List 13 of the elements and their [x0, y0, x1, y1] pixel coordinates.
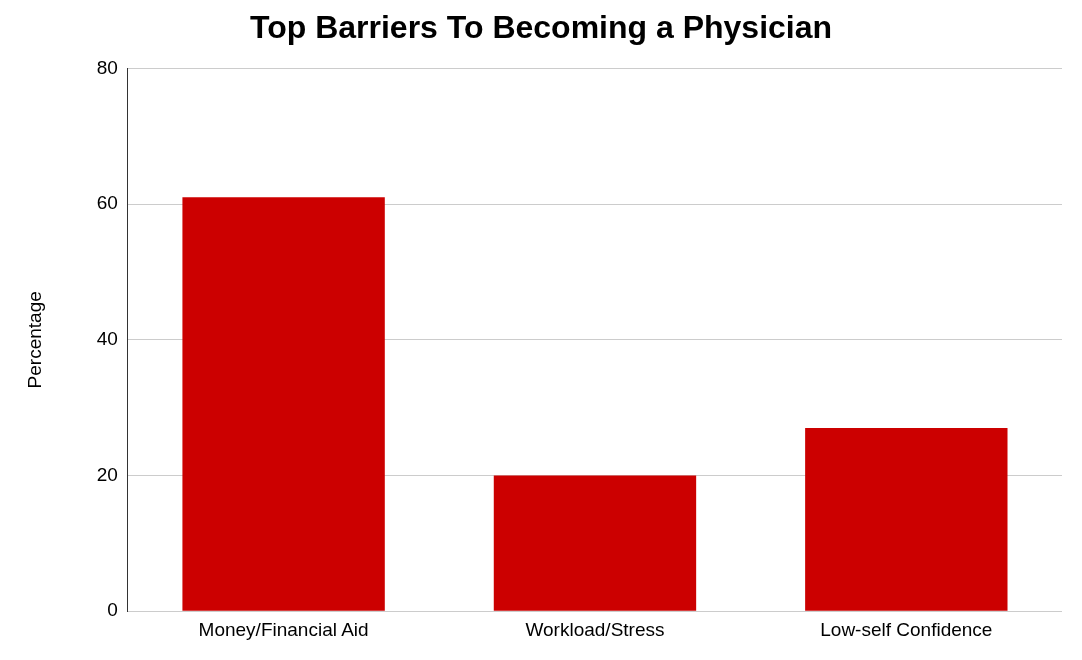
y-axis-title: Percentage [23, 291, 45, 389]
bar [493, 475, 697, 611]
y-tick-label: 20 [96, 463, 118, 485]
x-tick-label: Workload/Stress [525, 618, 665, 640]
bar [182, 197, 385, 611]
y-tick-label: 0 [107, 599, 118, 621]
y-tick-label: 80 [96, 56, 118, 78]
y-tick-label: 40 [96, 328, 118, 350]
x-tick-label: Low-self Confidence [820, 618, 993, 640]
bar [805, 428, 1008, 611]
chart-title: Top Barriers To Becoming a Physician [249, 9, 833, 46]
y-tick-label: 60 [96, 192, 118, 214]
x-tick-label: Money/Financial Aid [198, 618, 369, 640]
